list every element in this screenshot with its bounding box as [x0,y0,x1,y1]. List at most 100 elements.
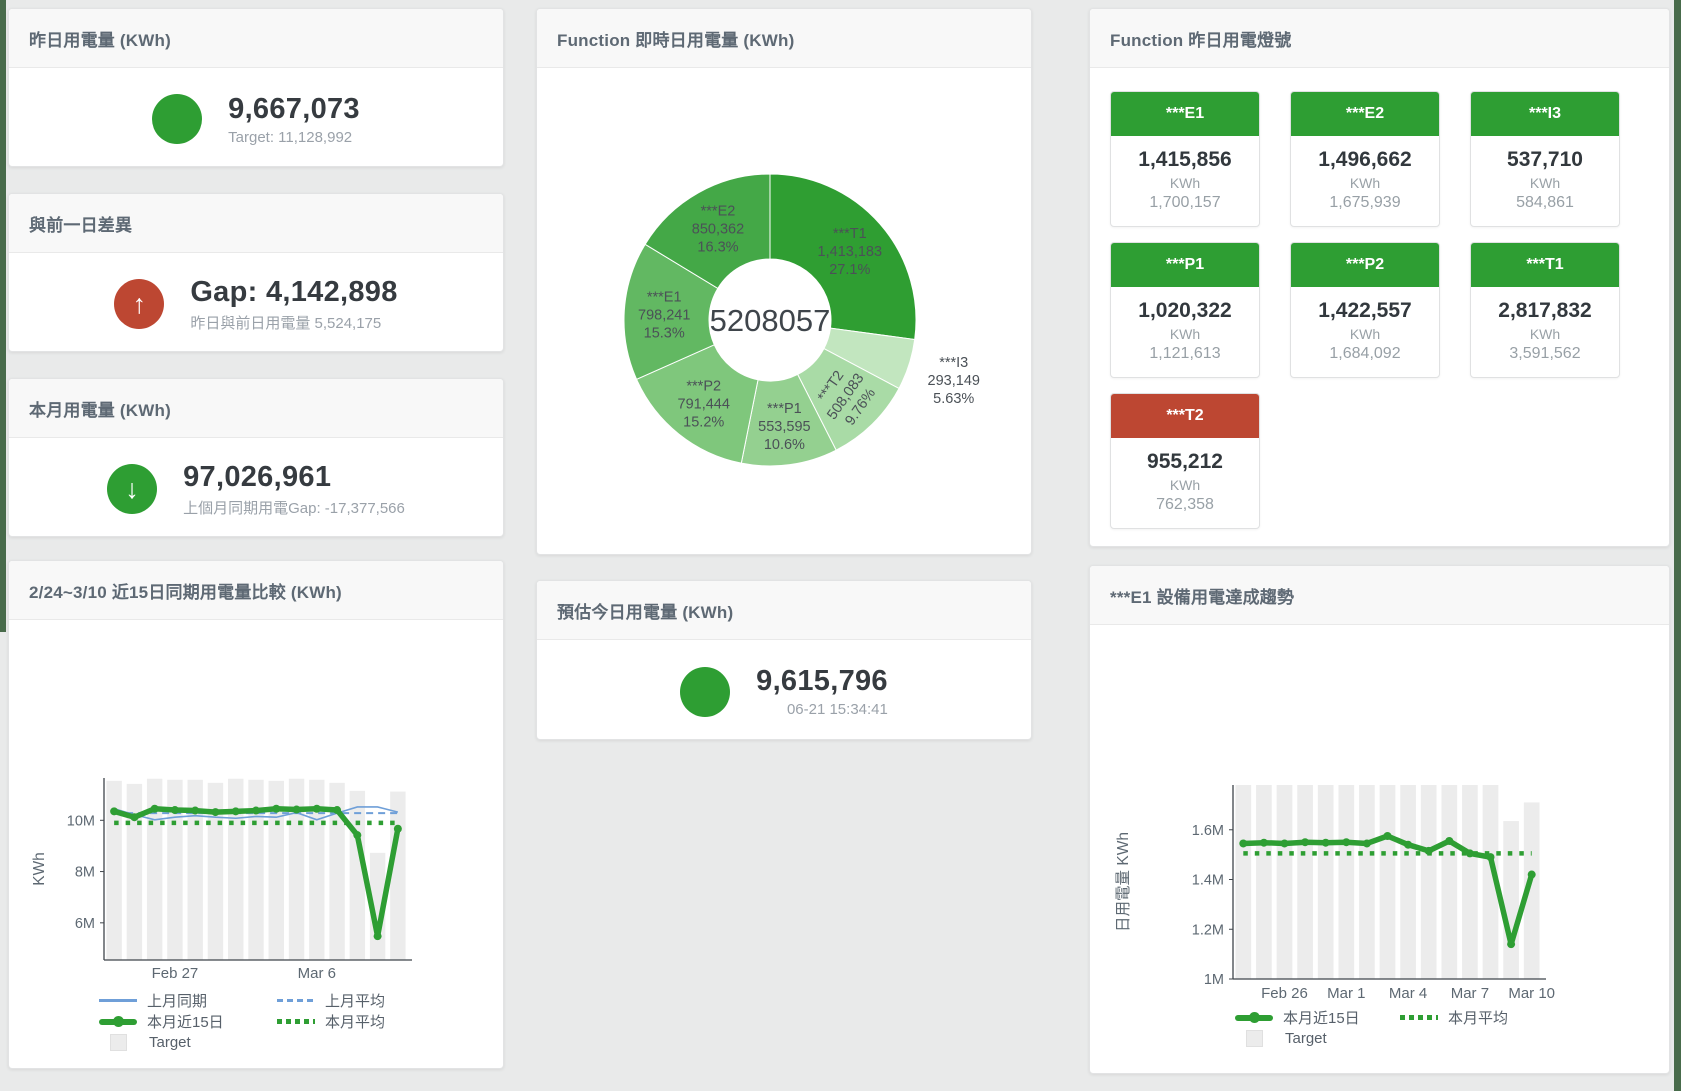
stat-value: 9,615,796 [756,665,888,697]
light-unit: KWh [1169,175,1201,191]
series-point [393,824,402,833]
y-tick-label: 1.2M [1192,922,1224,938]
legend-item-thick[interactable]: 本月近15日 [99,1011,277,1032]
series-point [333,806,342,815]
stat-subtext: Target: 11,128,992 [228,128,353,146]
card-header: 預估今日用電量 (KWh) [537,581,1031,640]
status-circle-icon [680,666,731,717]
y-tick-label: 8M [75,865,95,881]
legend-item-square[interactable]: Target [99,1034,277,1051]
series-point [150,804,159,813]
light-target: 1,121,613 [1149,345,1221,362]
donut-slice-label: ***T1 1,413,183 27.1% [818,226,883,278]
y-tick-label: 1.4M [1192,873,1224,889]
card-title: 昨日用電量 (KWh) [29,31,171,50]
legend-swatch-thick-icon [99,1016,137,1027]
light-target: 1,675,939 [1329,194,1401,211]
x-tick-label: Mar 1 [1327,985,1365,1002]
right-edge-strip [1674,0,1681,1091]
compare-trend-chart: 6M 8M 10M Feb 27 Mar 6 KWh [31,778,412,982]
stat-value: 97,026,961 [183,460,332,493]
light-value: 1,020,322 [1138,299,1232,322]
light-card-T1: ***T1 2,817,832 KWh 3,591,562 [1470,242,1620,378]
target-bar [167,779,183,960]
legend-row: Target [1235,1028,1669,1049]
light-card-P2: ***P2 1,422,557 KWh 1,684,092 [1290,242,1440,378]
target-bar [1297,785,1313,979]
series-point [1342,838,1351,847]
y-tick-label: 6M [75,916,95,932]
light-card-body: 955,212 KWh 762,358 [1111,438,1259,528]
light-card-body: 1,422,557 KWh 1,684,092 [1291,287,1439,377]
series-point [1404,840,1413,849]
donut-center-total: 5208057 [710,303,831,338]
light-target: 584,861 [1516,194,1574,211]
donut-slice-E2 [644,173,771,290]
series-point [1259,838,1268,847]
light-card-body: 1,020,322 KWh 1,121,613 [1111,287,1259,377]
y-axis-title: 日用電量 KWh [1115,832,1132,932]
stat-subtext: 昨日與前日用電量 5,524,175 [190,314,382,332]
target-bar [369,852,386,960]
lights-grid: ***E1 1,415,856 KWh 1,700,157 ***E2 1,496,662… [1090,68,1669,552]
target-bar [1523,802,1540,979]
e1-chart-legend: 本月近15日 本月平均 Target [1090,1007,1669,1049]
donut-slice-T1 [769,173,917,341]
card-title: 2/24~3/10 近15日同期用電量比較 (KWh) [29,583,342,602]
left-edge-strip [0,0,6,632]
series-point [1424,846,1433,855]
target-bar [1317,785,1334,979]
series-point [1465,849,1474,858]
legend-item-dotted[interactable]: 本月平均 [277,1011,455,1032]
light-value: 955,212 [1147,450,1223,473]
series-point [1527,870,1536,879]
light-value: 1,415,856 [1138,148,1232,171]
y-tick-label: 1.6M [1192,823,1224,839]
legend-item-thin[interactable]: 上月同期 [99,990,277,1011]
card-realtime-donut: Function 即時日用電量 (KWh) ***T1 1,413,183 27.1… [536,8,1032,555]
light-unit: KWh [1349,175,1381,191]
light-card-body: 1,496,662 KWh 1,675,939 [1291,136,1439,226]
compare-chart-legend: 上月同期 上月平均本月近15日 本月平均 Target [9,990,503,1053]
legend-label: 本月近15日 [1283,1010,1360,1027]
target-bar [1482,785,1499,979]
card-title: Function 即時日用電量 (KWh) [557,31,795,50]
series-point [211,808,220,817]
series-point [1280,839,1289,848]
light-unit: KWh [1169,326,1201,342]
target-bar [1276,785,1293,979]
card-title: 預估今日用電量 (KWh) [557,603,734,622]
legend-swatch-dotted-icon [1400,1015,1438,1020]
target-bar [268,780,284,960]
card-header: 與前一日差異 [9,194,503,253]
status-circle-icon [152,94,203,144]
target-bar [329,782,345,960]
legend-item-dotted[interactable]: 本月平均 [1400,1007,1565,1028]
card-header: 本月用電量 (KWh) [9,379,503,438]
card-title: 本月用電量 (KWh) [29,401,171,420]
legend-label: 上月平均 [325,993,386,1010]
legend-item-thick[interactable]: 本月近15日 [1235,1007,1400,1028]
legend-row: 本月近15日 本月平均 [99,1011,503,1032]
light-target: 3,591,562 [1509,345,1581,362]
legend-label: 本月平均 [325,1014,386,1031]
legend-item-dashed[interactable]: 上月平均 [277,990,455,1011]
target-bar [1441,785,1458,979]
series-point [272,804,281,813]
legend-swatch-thick-icon [1235,1012,1273,1023]
target-bar [106,780,122,960]
light-card-I3: ***I3 537,710 KWh 584,861 [1470,91,1620,227]
light-target: 1,700,157 [1149,194,1221,211]
light-value: 537,710 [1507,148,1583,171]
stat-subtext: 06-21 15:34:41 [786,701,888,718]
light-target: 1,684,092 [1329,345,1401,362]
light-card-header: ***T2 [1111,394,1259,438]
card-header: Function 昨日用電燈號 [1090,9,1669,68]
y-axis-title: KWh [31,852,48,886]
card-15day-compare-chart: 2/24~3/10 近15日同期用電量比較 (KWh) 6M 8M 10M Feb 2… [8,560,504,1069]
legend-item-square[interactable]: Target [1235,1030,1400,1047]
card-body: 9,667,073 Target: 11,128,992 [9,68,503,170]
donut-slice-label: ***E2 850,362 16.3% [692,204,744,256]
legend-row: 本月近15日 本月平均 [1235,1007,1669,1028]
target-bar [1338,785,1355,979]
